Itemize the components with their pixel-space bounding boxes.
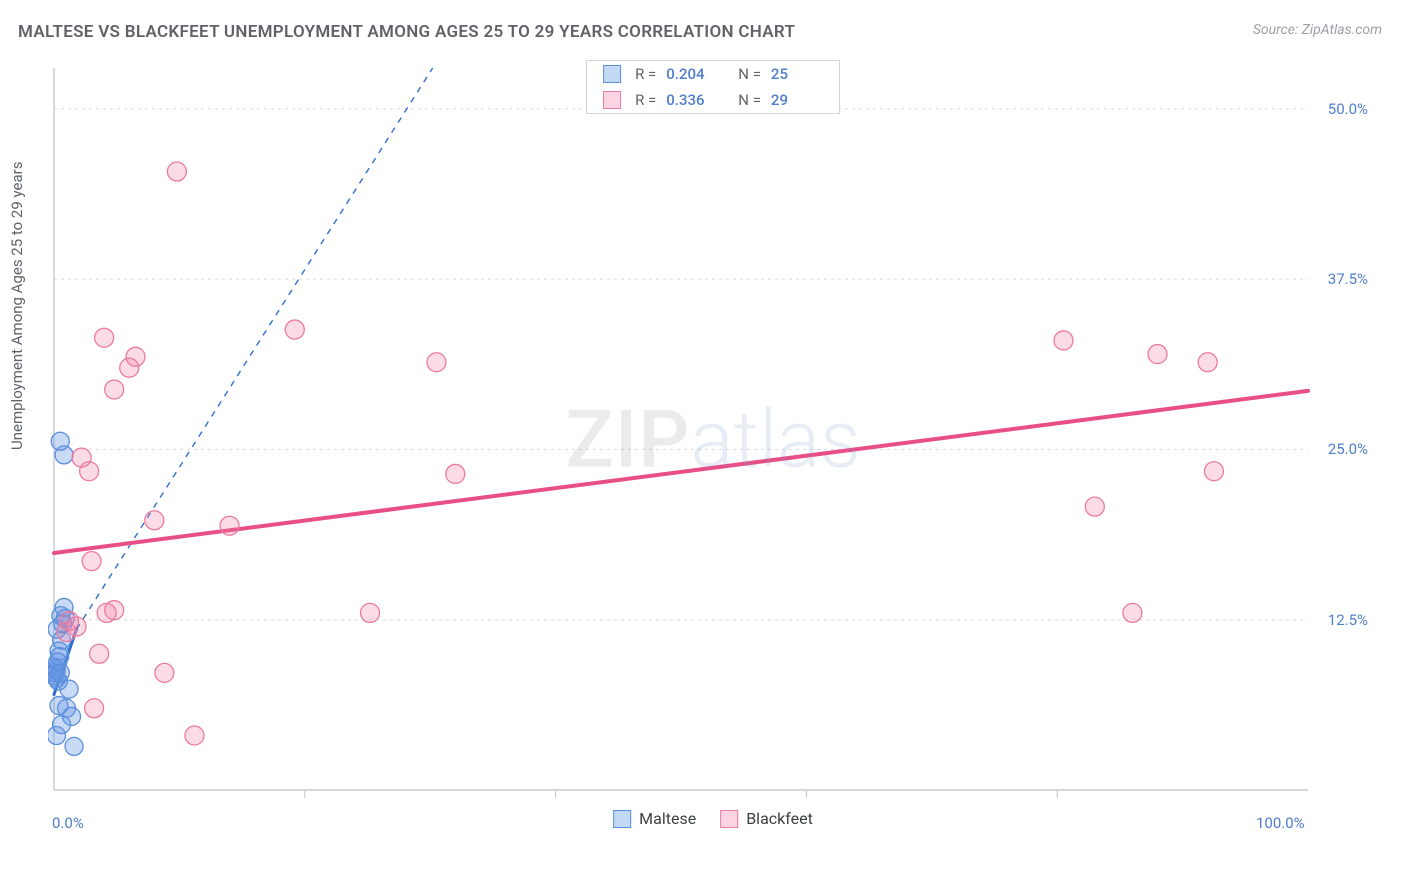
- legend-label-blackfeet: Blackfeet: [746, 809, 813, 828]
- x-tick-label: 0.0%: [52, 814, 84, 832]
- legend-item-maltese: Maltese: [613, 809, 696, 828]
- x-tick-label: 100.0%: [1256, 814, 1305, 832]
- legend-label-maltese: Maltese: [639, 809, 696, 828]
- legend-item-blackfeet: Blackfeet: [720, 809, 813, 828]
- legend-n-value-maltese: 25: [771, 65, 823, 83]
- series-legend: Maltese Blackfeet: [613, 809, 813, 828]
- y-axis-label: Unemployment Among Ages 25 to 29 years: [8, 162, 26, 450]
- legend-n-label: N =: [738, 91, 761, 109]
- y-tick-label: 25.0%: [1328, 440, 1368, 458]
- plot-area: ZIPatlas R = 0.204 N = 25 R = 0.336 N = …: [48, 60, 1378, 828]
- legend-n-value-blackfeet: 29: [771, 91, 823, 109]
- y-tick-label: 12.5%: [1328, 611, 1368, 629]
- legend-row-maltese: R = 0.204 N = 25: [587, 61, 839, 87]
- legend-swatch-maltese: [603, 65, 621, 83]
- y-tick-label: 37.5%: [1328, 270, 1368, 288]
- legend-swatch-maltese-icon: [613, 810, 631, 828]
- legend-r-value-blackfeet: 0.336: [666, 91, 718, 109]
- legend-n-label: N =: [738, 65, 761, 83]
- legend-swatch-blackfeet: [603, 91, 621, 109]
- legend-r-label: R =: [635, 65, 656, 83]
- chart-title: MALTESE VS BLACKFEET UNEMPLOYMENT AMONG …: [18, 22, 795, 42]
- correlation-legend: R = 0.204 N = 25 R = 0.336 N = 29: [586, 60, 840, 114]
- legend-r-value-maltese: 0.204: [666, 65, 718, 83]
- source-label: Source: ZipAtlas.com: [1253, 22, 1382, 38]
- legend-swatch-blackfeet-icon: [720, 810, 738, 828]
- chart-svg: [48, 60, 1378, 828]
- y-tick-label: 50.0%: [1328, 100, 1368, 118]
- legend-r-label: R =: [635, 91, 656, 109]
- legend-row-blackfeet: R = 0.336 N = 29: [587, 87, 839, 113]
